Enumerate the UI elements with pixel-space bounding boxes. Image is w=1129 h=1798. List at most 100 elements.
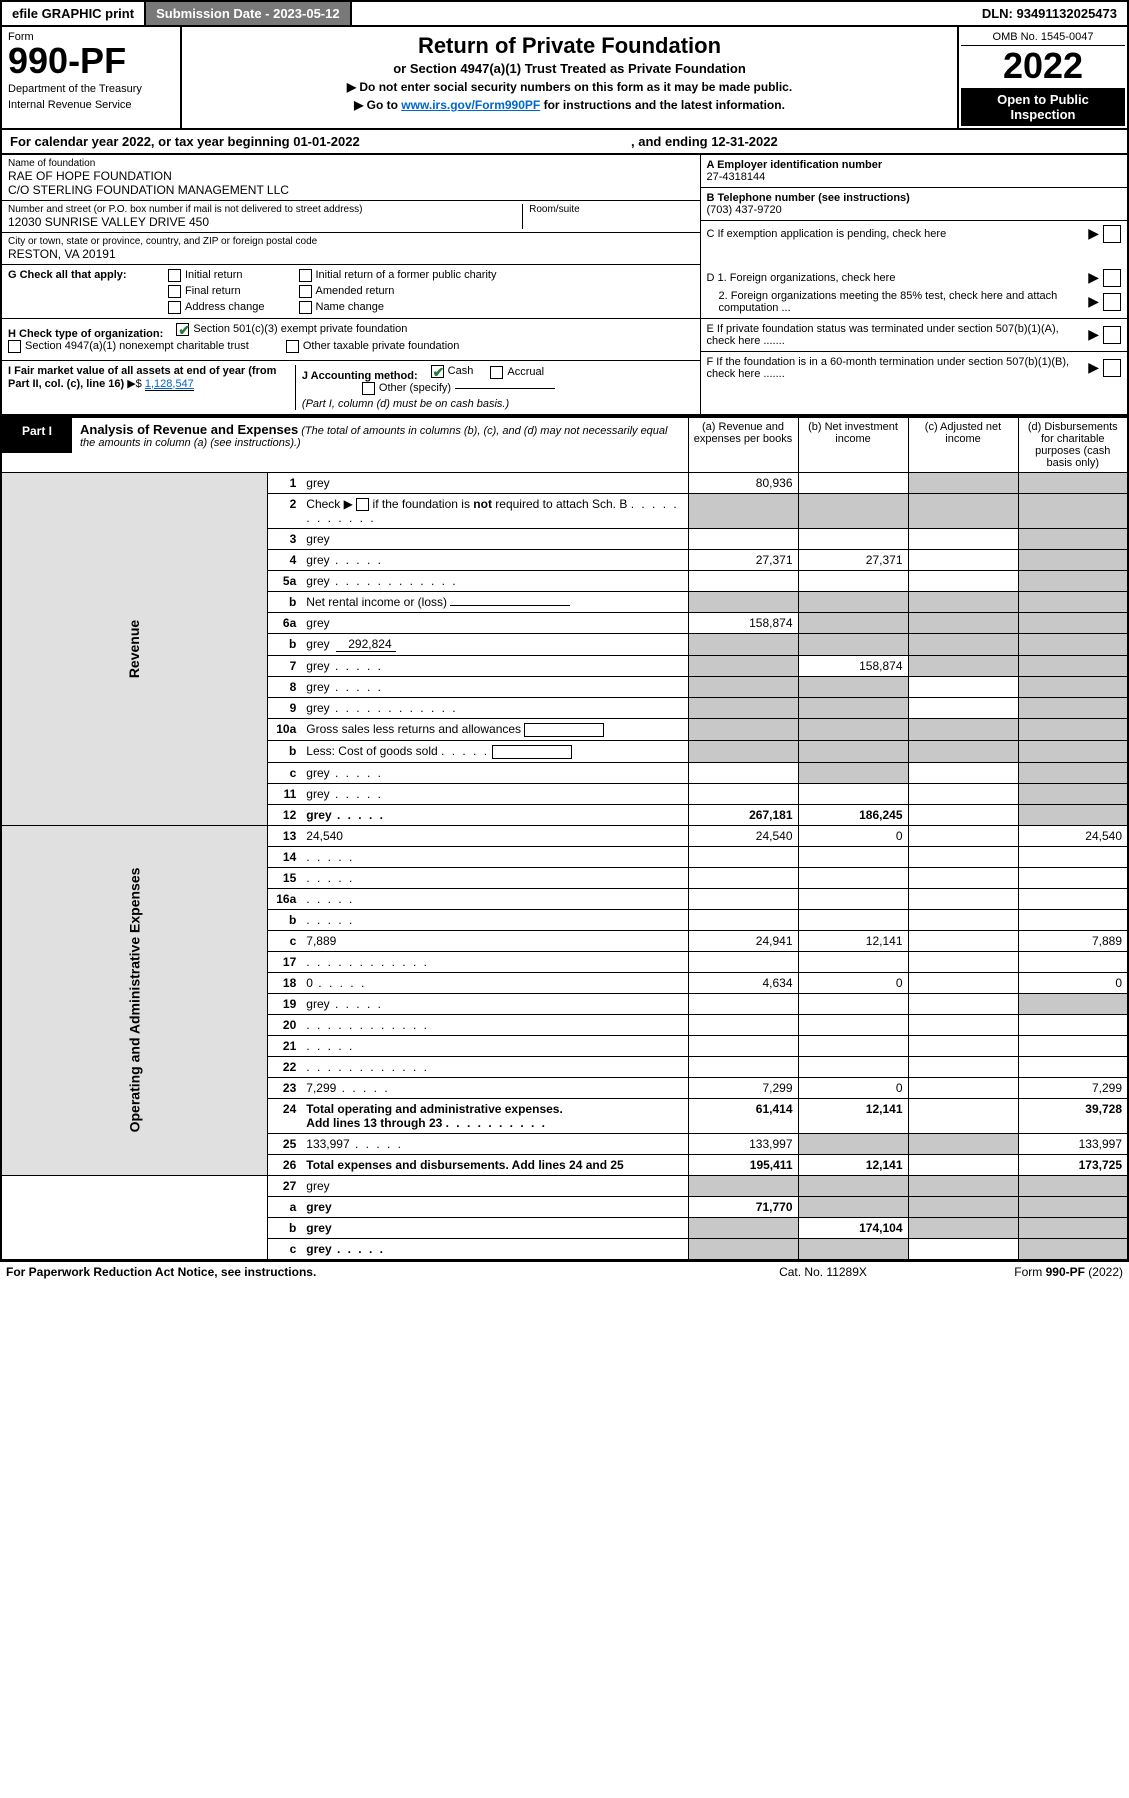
cell-value <box>908 972 1018 993</box>
cell-value: 0 <box>798 825 908 846</box>
cell-grey <box>1018 1238 1128 1260</box>
row-num: c <box>267 930 301 951</box>
cell-value <box>908 951 1018 972</box>
d2-checkbox[interactable] <box>1103 293 1121 311</box>
g-amended-checkbox[interactable] <box>299 285 312 298</box>
cell-value <box>908 676 1018 697</box>
cell-grey <box>1018 718 1128 740</box>
e-checkbox[interactable] <box>1103 326 1121 344</box>
cell-grey <box>798 1196 908 1217</box>
cell-grey <box>688 655 798 676</box>
arrow-icon: ▶ <box>1088 225 1099 242</box>
h-other-checkbox[interactable] <box>286 340 299 353</box>
form-subtitle: or Section 4947(a)(1) Trust Treated as P… <box>192 61 947 76</box>
row-num: 23 <box>267 1077 301 1098</box>
cell-value: 71,770 <box>688 1196 798 1217</box>
row-num: 22 <box>267 1056 301 1077</box>
h-row: H Check type of organization: Section 50… <box>2 319 700 361</box>
cell-grey <box>688 1238 798 1260</box>
row-num: 10a <box>267 718 301 740</box>
cell-grey <box>688 740 798 762</box>
cell-value <box>908 888 1018 909</box>
row-desc: grey <box>301 783 688 804</box>
table-row: 27grey <box>1 1175 1128 1196</box>
cell-grey <box>908 472 1018 493</box>
j-accrual: Accrual <box>507 366 544 378</box>
row-num: 2 <box>267 493 301 528</box>
cell-grey <box>798 1238 908 1260</box>
cell-value: 0 <box>798 972 908 993</box>
cell-grey <box>688 697 798 718</box>
cell-value <box>908 762 1018 783</box>
phone-value: (703) 437-9720 <box>707 204 782 216</box>
arrow-icon: ▶ <box>1088 293 1099 310</box>
row-num: 12 <box>267 804 301 825</box>
cell-value <box>688 762 798 783</box>
cell-value: 39,728 <box>1018 1098 1128 1133</box>
row-num: 27 <box>267 1175 301 1196</box>
schb-checkbox[interactable] <box>356 498 369 511</box>
cell-grey <box>1018 612 1128 633</box>
d1-checkbox[interactable] <box>1103 269 1121 287</box>
cell-grey <box>798 762 908 783</box>
cell-value <box>688 528 798 549</box>
cell-value <box>798 993 908 1014</box>
cell-value <box>1018 888 1128 909</box>
cell-value: 80,936 <box>688 472 798 493</box>
j-cash-checkbox[interactable] <box>431 365 444 378</box>
g-initial-return-checkbox[interactable] <box>168 269 181 282</box>
cell-value <box>688 1014 798 1035</box>
cell-grey <box>1018 804 1128 825</box>
col-d-header: (d) Disbursements for charitable purpose… <box>1018 417 1128 473</box>
j-other-checkbox[interactable] <box>362 382 375 395</box>
cell-value <box>1018 1014 1128 1035</box>
street-value: 12030 SUNRISE VALLEY DRIVE 450 <box>8 215 522 229</box>
cell-value <box>798 909 908 930</box>
col-a-header: (a) Revenue and expenses per books <box>688 417 798 473</box>
row-desc: grey <box>301 676 688 697</box>
row-num: 16a <box>267 888 301 909</box>
row-num: 20 <box>267 1014 301 1035</box>
g-opt-initial-pub: Initial return of a former public charit… <box>316 269 497 281</box>
cell-value: 195,411 <box>688 1154 798 1175</box>
cell-value: 27,371 <box>688 549 798 570</box>
efile-print-button[interactable]: efile GRAPHIC print <box>2 2 146 25</box>
cell-value <box>798 1035 908 1056</box>
ij-row: I Fair market value of all assets at end… <box>2 361 700 414</box>
cell-value: 27,371 <box>798 549 908 570</box>
cell-value <box>908 867 1018 888</box>
street-label: Number and street (or P.O. box number if… <box>8 204 522 215</box>
h-4947-checkbox[interactable] <box>8 340 21 353</box>
street-cell: Number and street (or P.O. box number if… <box>2 201 700 233</box>
cell-value <box>908 1035 1018 1056</box>
h-501c3-checkbox[interactable] <box>176 323 189 336</box>
g-initial-public-checkbox[interactable] <box>299 269 312 282</box>
cell-value: 61,414 <box>688 1098 798 1133</box>
fmv-link[interactable]: 1,128,547 <box>145 378 194 391</box>
c-checkbox[interactable] <box>1103 225 1121 243</box>
g-final-return-checkbox[interactable] <box>168 285 181 298</box>
j-accrual-checkbox[interactable] <box>490 366 503 379</box>
row-num: a <box>267 1196 301 1217</box>
g-name-change-checkbox[interactable] <box>299 301 312 314</box>
instructions-link[interactable]: www.irs.gov/Form990PF <box>401 98 540 112</box>
row-num: 21 <box>267 1035 301 1056</box>
row-desc: grey <box>301 612 688 633</box>
g-row: G Check all that apply: Initial return F… <box>2 265 700 319</box>
city-cell: City or town, state or province, country… <box>2 233 700 265</box>
cell-value <box>908 1098 1018 1133</box>
cell-grey <box>1018 528 1128 549</box>
row-num: 13 <box>267 825 301 846</box>
omb-number: OMB No. 1545-0047 <box>961 29 1125 46</box>
cell-grey <box>688 676 798 697</box>
foundation-care-of: C/O STERLING FOUNDATION MANAGEMENT LLC <box>8 183 694 197</box>
cell-grey <box>908 633 1018 655</box>
cell-grey <box>1018 655 1128 676</box>
g-address-change-checkbox[interactable] <box>168 301 181 314</box>
f-checkbox[interactable] <box>1103 359 1121 377</box>
row-num: c <box>267 1238 301 1260</box>
cell-grey <box>1018 472 1128 493</box>
cell-value <box>908 528 1018 549</box>
row-desc <box>301 1056 688 1077</box>
cell-value <box>688 888 798 909</box>
